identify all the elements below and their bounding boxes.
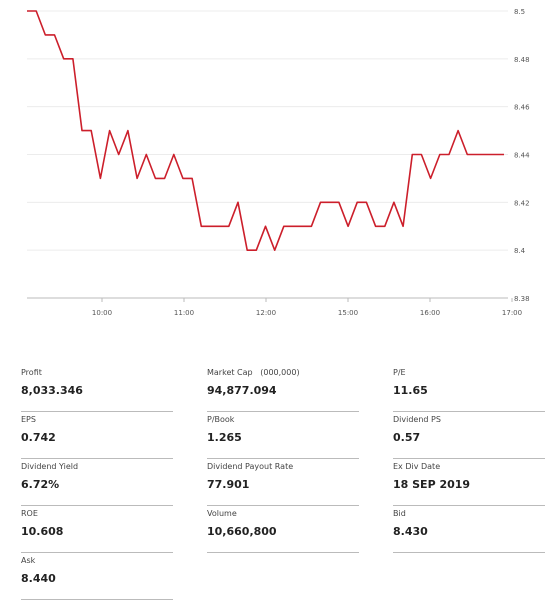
x-tick-label: 16:00 (420, 309, 440, 317)
y-tick-label: 8.48 (514, 56, 530, 64)
stat-value: 77.901 (207, 478, 250, 491)
stat-bid: Bid 8.430 (393, 506, 545, 553)
y-tick-label: 8.42 (514, 199, 530, 207)
stat-label: Dividend PS (393, 415, 441, 424)
stat-label: Market Cap (000,000) (207, 368, 300, 377)
stat-label: Volume (207, 509, 237, 518)
stock-stats-grid: Profit 8,033.346 Market Cap (000,000) 94… (21, 365, 545, 600)
stat-value: 18 SEP 2019 (393, 478, 471, 491)
stat-market-cap: Market Cap (000,000) 94,877.094 (207, 365, 359, 412)
stat-label: P/E (393, 368, 406, 377)
stat-volume: Volume 10,660,800 (207, 506, 359, 553)
x-tick-label: 12:00 (256, 309, 276, 317)
x-tick-label: 17:00 (502, 309, 522, 317)
stat-label: Ask (21, 556, 36, 565)
stat-label: Dividend Yield (21, 462, 79, 471)
stat-value: 94,877.094 (207, 384, 277, 397)
y-tick-label: 8.38 (514, 295, 530, 303)
stat-roe: ROE 10.608 (21, 506, 173, 553)
x-axis-ticks: 10:00 11:00 12:00 15:00 16:00 17:00 (92, 298, 522, 317)
price-chart: 8.5 8.48 8.46 8.44 8.42 8.4 8.38 10:00 11:00 12:… (27, 8, 530, 317)
chart-gridlines (27, 10, 508, 299)
stat-dividend-ps: Dividend PS 0.57 (393, 412, 545, 459)
price-line (27, 10, 504, 251)
stat-pe: P/E 11.65 (393, 365, 545, 412)
stat-dividend-payout-rate: Dividend Payout Rate 77.901 (207, 459, 359, 506)
x-tick-label: 10:00 (92, 309, 112, 317)
y-tick-label: 8.46 (514, 104, 530, 112)
stat-value: 1.265 (207, 431, 242, 444)
stat-label: Profit (21, 368, 42, 377)
y-axis-ticks: 8.5 8.48 8.46 8.44 8.42 8.4 8.38 (514, 8, 530, 303)
stat-value: 10,660,800 (207, 525, 277, 538)
stat-label: Bid (393, 509, 406, 518)
y-tick-label: 8.4 (514, 247, 526, 255)
x-tick-label: 11:00 (174, 309, 194, 317)
stat-value: 8.440 (21, 572, 56, 585)
stat-value: 0.57 (393, 431, 421, 444)
stat-label: ROE (21, 509, 38, 518)
stat-value: 10.608 (21, 525, 64, 538)
stat-profit: Profit 8,033.346 (21, 365, 173, 412)
stat-value: 11.65 (393, 384, 428, 397)
x-tick-label: 15:00 (338, 309, 358, 317)
y-tick-label: 8.44 (514, 152, 530, 160)
stat-ex-div-date: Ex Div Date 18 SEP 2019 (393, 459, 545, 506)
y-tick-label: 8.5 (514, 8, 525, 16)
stat-value: 8,033.346 (21, 384, 83, 397)
stat-eps: EPS 0.742 (21, 412, 173, 459)
stat-value: 6.72% (21, 478, 60, 491)
stat-label: EPS (21, 415, 36, 424)
stat-label: P/Book (207, 415, 235, 424)
stat-value: 8.430 (393, 525, 428, 538)
stat-label: Ex Div Date (393, 462, 441, 471)
stat-dividend-yield: Dividend Yield 6.72% (21, 459, 173, 506)
stat-label: Dividend Payout Rate (207, 462, 294, 471)
stat-ask: Ask 8.440 (21, 553, 173, 600)
price-series (27, 10, 504, 251)
stat-value: 0.742 (21, 431, 56, 444)
stat-pbook: P/Book 1.265 (207, 412, 359, 459)
